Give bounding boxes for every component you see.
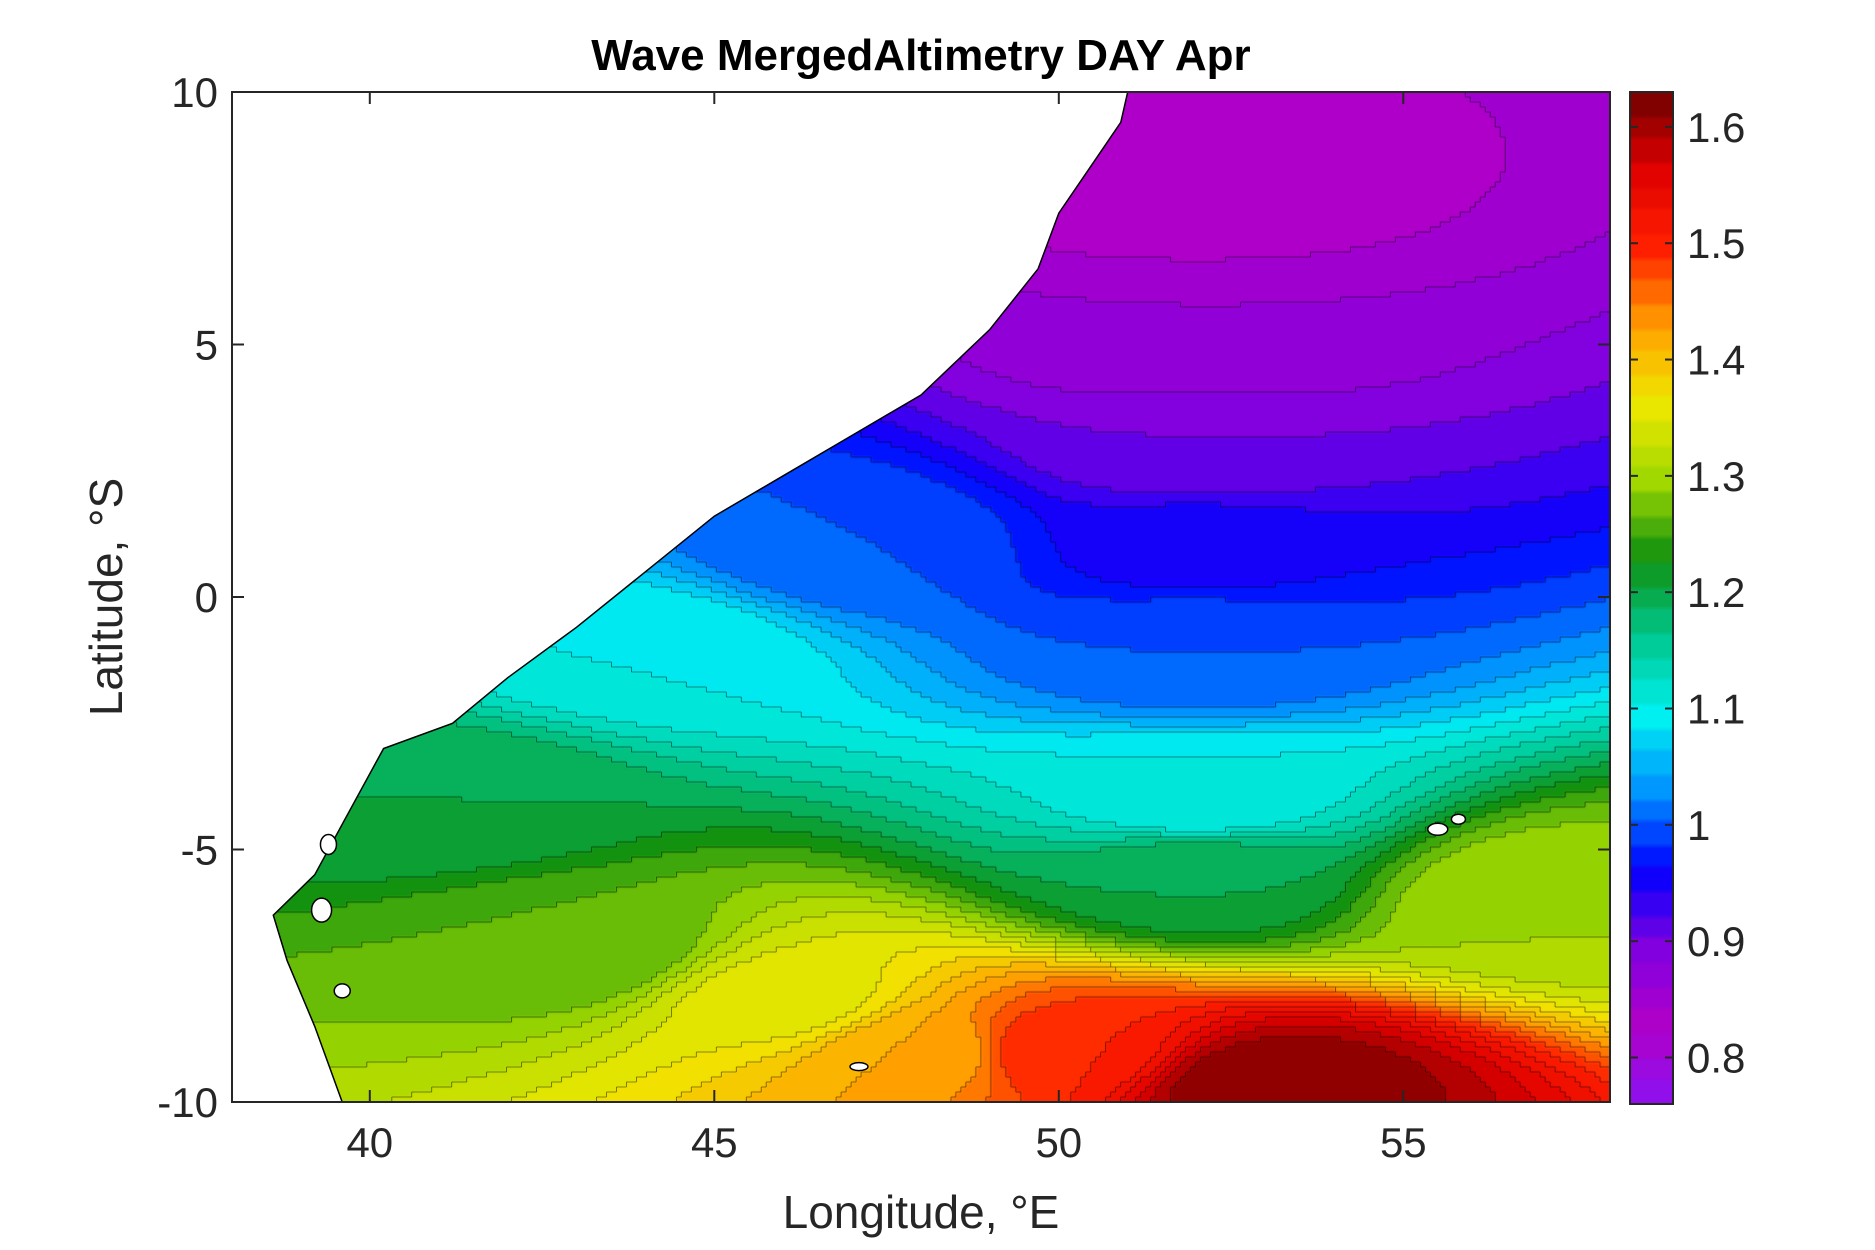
y-tick-label: 5 [195, 322, 218, 369]
y-axis-label: Latitude, °S [80, 478, 132, 716]
y-tick-label: 10 [171, 69, 218, 116]
chart-title: Wave MergedAltimetry DAY Apr [591, 31, 1250, 80]
colorbar-gradient [1630, 92, 1673, 1104]
colorbar-ticks: 0.8 0.9 1 1.1 1.2 1.3 1.4 1.5 1.6 [1630, 104, 1745, 1081]
colorbar-tick-label: 1 [1687, 802, 1710, 849]
colorbar-frame [1629, 91, 1674, 1105]
colorbar-tick-label: 1.2 [1687, 569, 1745, 616]
y-tick-label: -10 [157, 1079, 218, 1126]
x-axis-ticks: 40 45 50 55 [346, 92, 1427, 1166]
island-5 [849, 1061, 869, 1072]
y-axis-ticks: -10 -5 0 5 10 [157, 69, 1610, 1126]
island-4 [333, 983, 351, 999]
colorbar-tick-label: 1.4 [1687, 337, 1745, 384]
island-0 [1427, 822, 1449, 837]
islands [310, 813, 1467, 1072]
y-tick-label: -5 [181, 827, 218, 874]
x-tick-label: 50 [1035, 1119, 1082, 1166]
colorbar-tick-label: 0.8 [1687, 1034, 1745, 1081]
plot-area: 40 45 50 55 -10 -5 0 5 10 [157, 69, 1611, 1166]
colorbar: 0.8 0.9 1 1.1 1.2 1.3 1.4 1.5 1.6 [1629, 91, 1745, 1105]
y-tick-label: 0 [195, 574, 218, 621]
colorbar-tick-label: 0.9 [1687, 918, 1745, 965]
colorbar-tick-label: 1.3 [1687, 453, 1745, 500]
x-tick-label: 45 [691, 1119, 738, 1166]
colorbar-tick-label: 1.6 [1687, 104, 1745, 151]
land-mask [231, 91, 1129, 1103]
x-tick-label: 40 [346, 1119, 393, 1166]
island-1 [1450, 813, 1467, 825]
x-tick-label: 55 [1380, 1119, 1427, 1166]
island-3 [310, 897, 333, 923]
colorbar-tick-label: 1.1 [1687, 686, 1745, 733]
colorbar-tick-label: 1.5 [1687, 220, 1745, 267]
island-2 [319, 833, 338, 856]
x-axis-label: Longitude, °E [783, 1186, 1060, 1238]
